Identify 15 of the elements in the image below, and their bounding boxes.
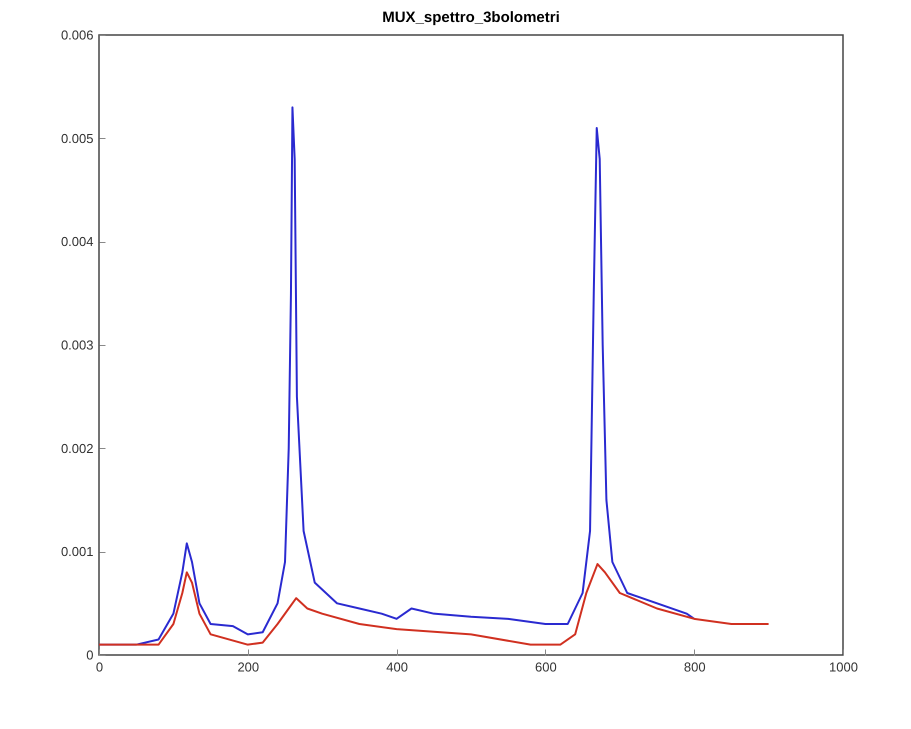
y-tick-label: 0.001 xyxy=(60,544,94,560)
x-tick-label: 800 xyxy=(684,660,706,674)
x-tick-label: 0 xyxy=(96,660,104,674)
x-tick-label: 1000 xyxy=(829,660,858,674)
y-tick-label: 0 xyxy=(86,648,94,662)
y-tick-label: 0.004 xyxy=(60,234,94,250)
x-tick-label: 600 xyxy=(535,660,557,674)
y-tick-label: 0.002 xyxy=(60,440,94,456)
line-series xyxy=(99,563,770,646)
chart-title: MUX_spettro_3bolometri xyxy=(382,9,560,26)
y-tick-label: 0.006 xyxy=(60,28,94,42)
x-tick-label: 200 xyxy=(237,660,260,674)
x-tick-label: 400 xyxy=(386,660,408,674)
y-tick-label: 0.005 xyxy=(60,130,94,146)
y-tick-label: 0.003 xyxy=(60,338,94,352)
